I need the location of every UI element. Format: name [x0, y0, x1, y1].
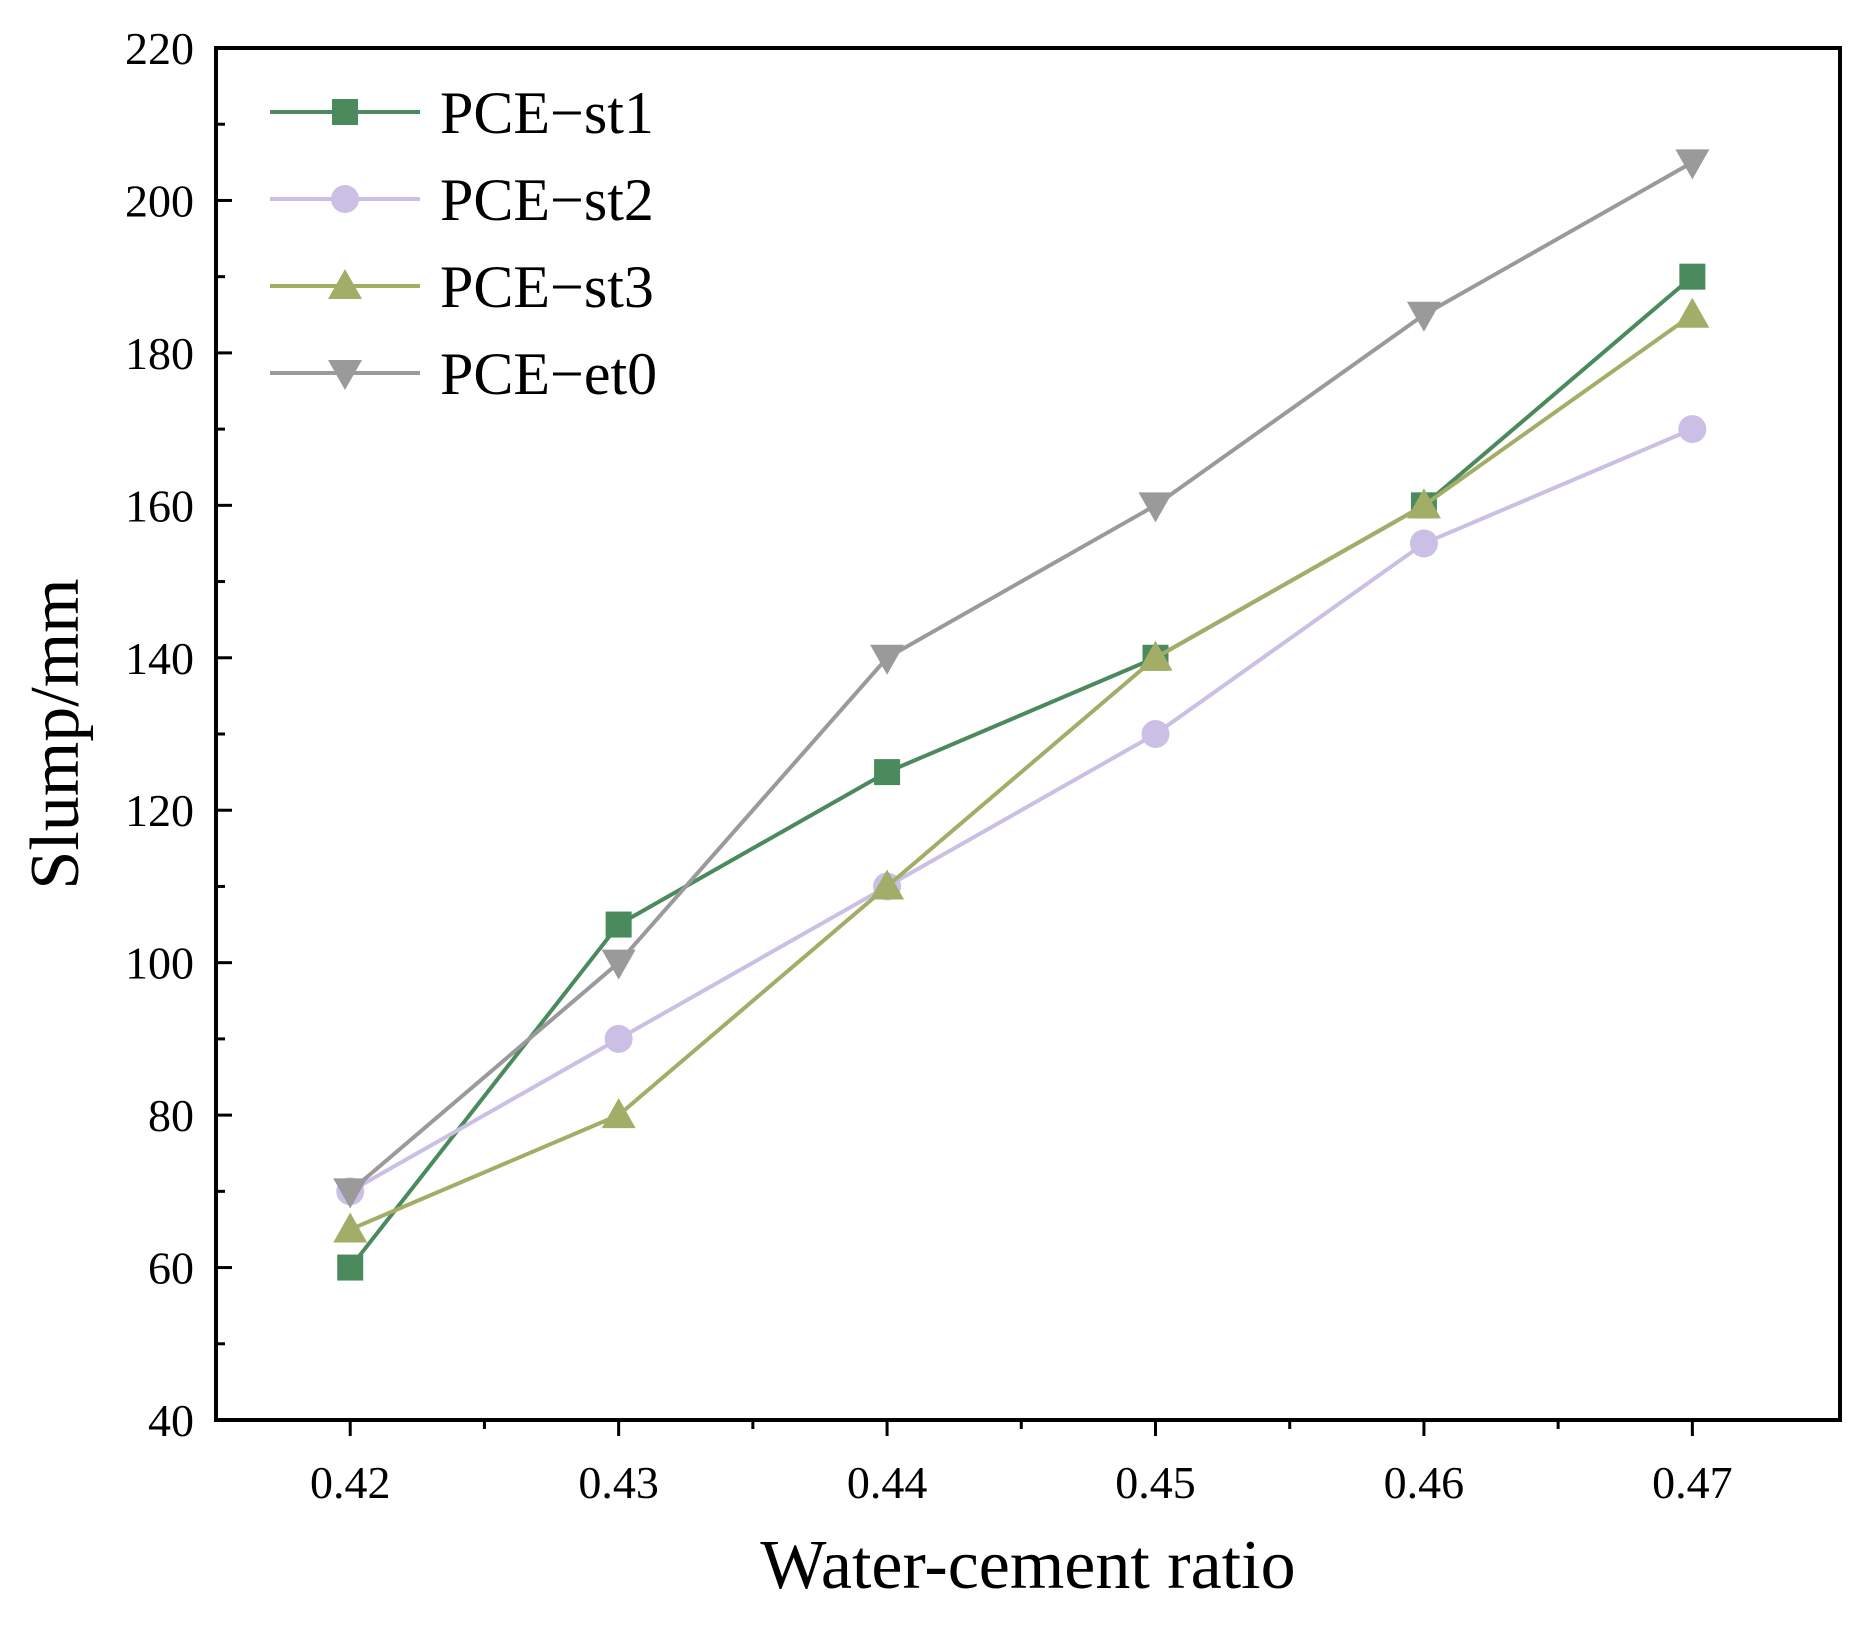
- data-point: [1406, 301, 1441, 332]
- data-point: [1678, 415, 1707, 444]
- x-tick-label: 0.46: [1384, 1457, 1465, 1508]
- data-point: [874, 759, 901, 786]
- series-2: [336, 415, 1707, 1206]
- data-point: [605, 911, 632, 938]
- y-tick-label: 100: [125, 938, 194, 989]
- data-point: [1409, 529, 1438, 558]
- x-tick-label: 0.47: [1652, 1457, 1733, 1508]
- legend-item: PCE−et0: [270, 341, 657, 407]
- legend-item: PCE−st1: [270, 80, 654, 146]
- data-point: [604, 1024, 633, 1053]
- x-tick-label: 0.43: [578, 1457, 659, 1508]
- y-tick-label: 40: [148, 1395, 194, 1446]
- series-line: [348, 160, 1694, 1193]
- legend-label: PCE−st2: [440, 167, 654, 233]
- data-point: [1138, 492, 1173, 523]
- legend-marker: [331, 185, 359, 213]
- x-tick-label: 0.42: [310, 1457, 391, 1508]
- y-tick-label: 160: [125, 480, 194, 531]
- x-axis-title: Water-cement ratio: [760, 1527, 1295, 1604]
- series-line: [349, 313, 1694, 1232]
- data-point: [870, 644, 905, 675]
- data-point: [1138, 640, 1173, 671]
- series-line: [348, 275, 1694, 1269]
- y-tick-label: 120: [125, 785, 194, 836]
- y-tick-label: 200: [125, 175, 194, 226]
- data-point: [1141, 720, 1170, 748]
- data-point: [1406, 488, 1441, 519]
- legend-marker: [332, 99, 358, 125]
- series-line: [349, 427, 1694, 1194]
- legend-item: PCE−st2: [270, 167, 654, 233]
- series-4: [333, 149, 1710, 1209]
- x-tick-label: 0.44: [847, 1457, 928, 1508]
- data-point: [1675, 149, 1710, 180]
- y-tick-label: 140: [125, 633, 194, 684]
- legend-label: PCE−st3: [440, 254, 654, 320]
- data-point: [1675, 297, 1710, 328]
- legend-marker: [328, 269, 362, 299]
- data-point: [601, 949, 636, 980]
- legend-item: PCE−st3: [270, 254, 654, 320]
- series-3: [333, 297, 1710, 1243]
- legend-marker: [328, 360, 362, 390]
- legend: PCE−st1 PCE−st2 PCE−st3 PCE−et0: [270, 80, 657, 407]
- data-point: [601, 1098, 636, 1129]
- series-layer: [333, 149, 1710, 1281]
- y-tick-label: 80: [148, 1090, 194, 1141]
- data-point: [337, 1254, 364, 1281]
- y-tick-label: 180: [125, 328, 194, 379]
- data-point: [333, 1212, 368, 1243]
- y-axis-title: Slump/mm: [17, 578, 94, 889]
- axis-ticks: 40 60 80 100 120 140 160 180 200 220 0.42 0.43 0.44 0…: [125, 23, 1733, 1508]
- legend-label: PCE−st1: [440, 80, 654, 146]
- data-point: [333, 1178, 368, 1209]
- y-tick-label: 220: [125, 23, 194, 74]
- x-tick-label: 0.45: [1115, 1457, 1196, 1508]
- data-point: [870, 869, 905, 900]
- legend-label: PCE−et0: [440, 341, 657, 407]
- y-tick-label: 60: [148, 1243, 194, 1294]
- data-point: [1679, 263, 1706, 290]
